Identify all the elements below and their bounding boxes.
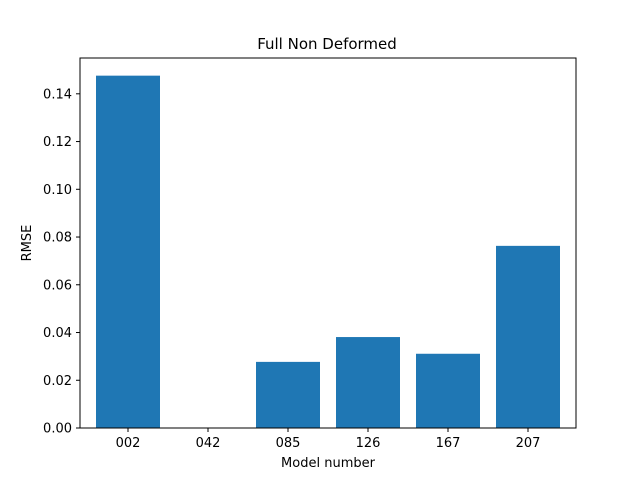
x-tick-label: 126 <box>356 436 381 451</box>
y-tick-label: 0.06 <box>43 278 72 293</box>
y-axis-ticks: 0.00 0.02 0.04 0.06 0.08 0.10 0.12 0.14 <box>43 87 80 437</box>
y-tick-label: 0.12 <box>43 135 72 150</box>
x-tick-label: 085 <box>276 436 301 451</box>
x-tick-label: 167 <box>436 436 461 451</box>
bar-126 <box>336 337 400 428</box>
y-axis-label: RMSE <box>20 225 35 262</box>
y-tick-label: 0.02 <box>43 374 72 389</box>
x-tick-label: 042 <box>196 436 221 451</box>
y-tick-label: 0.08 <box>43 231 72 246</box>
bars-group <box>96 75 560 428</box>
x-tick-label: 002 <box>116 436 141 451</box>
x-tick-label: 207 <box>516 436 541 451</box>
chart-title: Full Non Deformed <box>257 35 397 53</box>
y-tick-label: 0.10 <box>43 183 72 198</box>
x-axis-label: Model number <box>281 456 376 471</box>
bar-207 <box>496 245 560 428</box>
plot-frame <box>79 57 577 429</box>
bar-085 <box>256 361 320 428</box>
y-tick-label: 0.04 <box>43 326 72 341</box>
bar-167 <box>416 353 480 428</box>
y-tick-label: 0.00 <box>43 422 72 437</box>
x-axis-ticks: 002 042 085 126 167 207 <box>116 428 541 451</box>
bar-002 <box>96 75 160 428</box>
y-tick-label: 0.14 <box>43 87 72 102</box>
